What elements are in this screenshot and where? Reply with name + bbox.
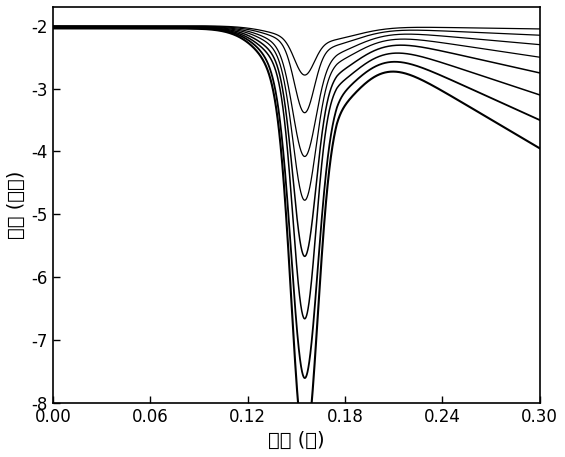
X-axis label: 电势 (伏): 电势 (伏) [268, 431, 324, 450]
Y-axis label: 电流 (微安): 电流 (微安) [7, 170, 26, 239]
